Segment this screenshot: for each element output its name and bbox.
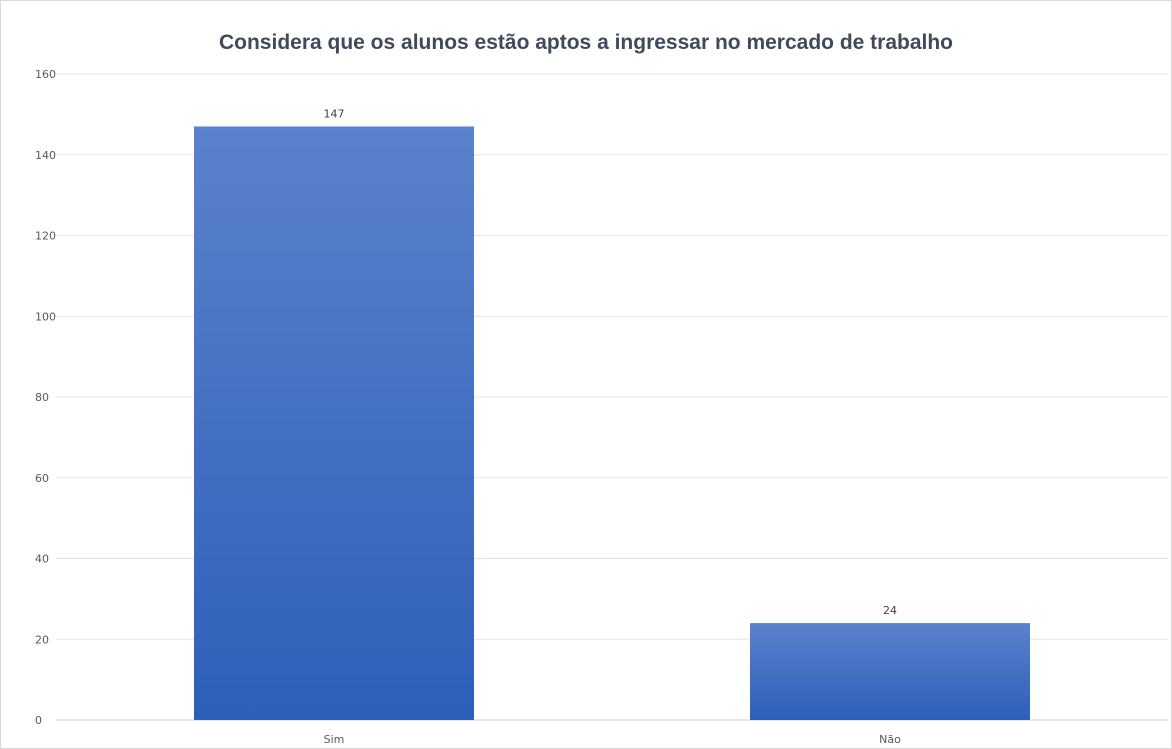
y-tick-label: 120 [35, 230, 56, 243]
y-tick-label: 0 [35, 714, 42, 727]
chart-title: Considera que os alunos estão aptos a in… [218, 31, 954, 54]
y-tick-label: 40 [35, 553, 49, 566]
data-label: 147 [324, 107, 345, 120]
x-tick-label: Não [879, 733, 901, 746]
y-axis-ticks: 0 20 40 60 80 100 120 140 160 [35, 68, 56, 727]
bar-não [750, 623, 1030, 720]
bars [194, 126, 1030, 721]
y-tick-label: 160 [35, 68, 56, 81]
y-tick-label: 100 [35, 310, 56, 323]
y-tick-label: 140 [35, 149, 56, 162]
y-tick-label: 60 [35, 472, 49, 485]
y-tick-label: 80 [35, 391, 49, 404]
data-label: 24 [883, 604, 897, 617]
data-labels: 147 24 [324, 107, 898, 617]
x-axis-ticks: Sim Não [324, 733, 902, 746]
x-tick-label: Sim [324, 733, 345, 746]
y-tick-label: 20 [35, 633, 49, 646]
bar-sim [194, 126, 474, 721]
